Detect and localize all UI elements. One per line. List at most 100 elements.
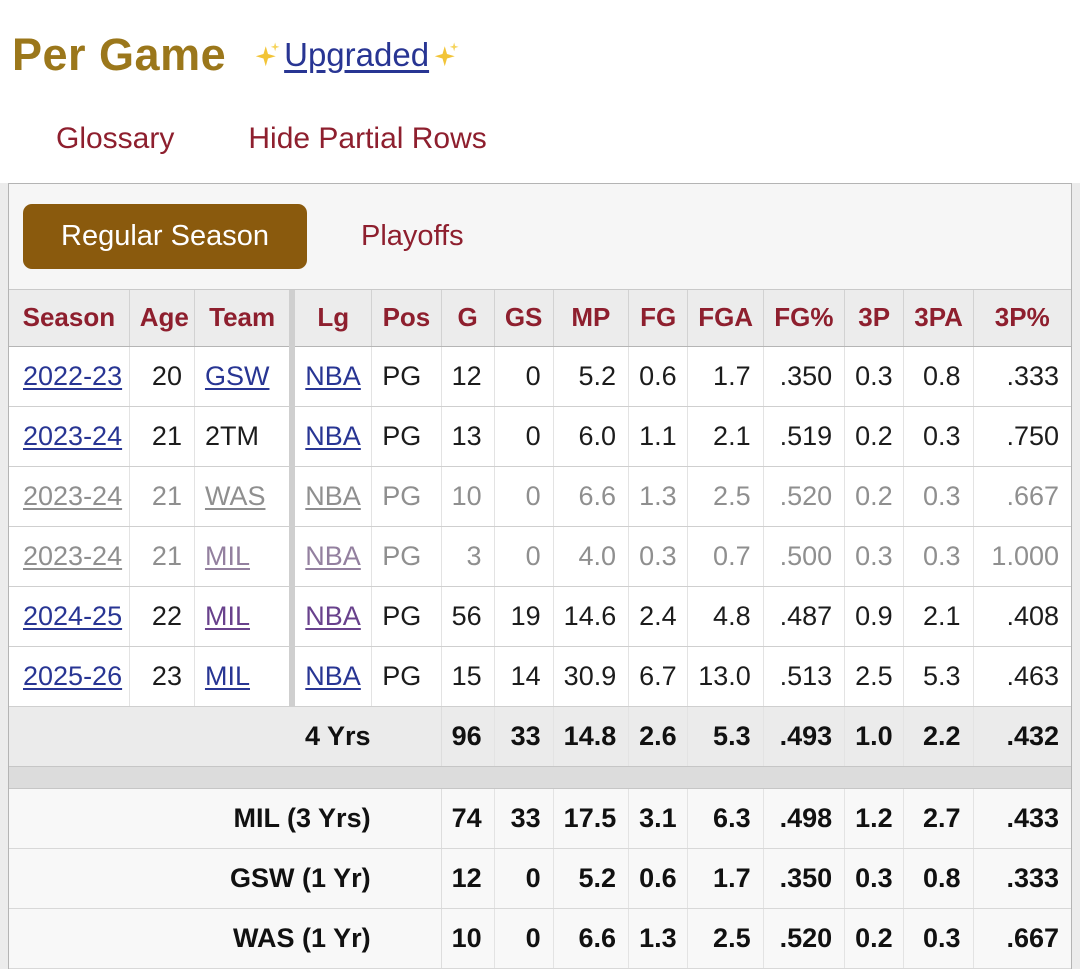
col-header-age[interactable]: Age bbox=[129, 289, 195, 347]
3p-cell: 0.2 bbox=[844, 466, 905, 527]
team-link[interactable]: GSW bbox=[204, 360, 270, 391]
games-started-cell: 0 bbox=[494, 406, 554, 467]
sparkle-icon bbox=[255, 42, 280, 67]
team-label: 2TM bbox=[204, 420, 259, 451]
tab-regular-season[interactable]: Regular Season bbox=[23, 204, 307, 269]
league-link[interactable]: NBA bbox=[305, 600, 361, 631]
minutes-cell: 6.6 bbox=[553, 908, 630, 969]
3p-pct-cell: .433 bbox=[973, 788, 1071, 850]
3pa-cell: 0.8 bbox=[903, 848, 974, 910]
col-header-team[interactable]: Team bbox=[194, 289, 293, 347]
team-cell: 2TM bbox=[194, 406, 293, 467]
games-cell: 10 bbox=[441, 908, 495, 969]
league-link[interactable]: NBA bbox=[305, 661, 361, 692]
team-link[interactable]: MIL bbox=[204, 540, 250, 571]
col-header-gs[interactable]: GS bbox=[494, 289, 554, 347]
games-started-cell: 0 bbox=[494, 908, 554, 969]
fga-cell: 2.1 bbox=[687, 406, 764, 467]
age-cell: 21 bbox=[129, 406, 195, 467]
league-link[interactable]: NBA bbox=[305, 360, 361, 391]
season-link[interactable]: 2024-25 bbox=[23, 600, 123, 631]
franchise-total-row: GSW (1 Yr) 12 0 5.2 0.6 1.7 .350 0.3 0.8… bbox=[9, 848, 1071, 910]
franchise-label: GSW (1 Yr) bbox=[9, 848, 442, 910]
col-header-fg-pct[interactable]: FG% bbox=[763, 289, 846, 347]
fg-pct-cell: .513 bbox=[763, 646, 846, 708]
season-link[interactable]: 2023-24 bbox=[23, 420, 123, 451]
col-header-mp[interactable]: MP bbox=[553, 289, 630, 347]
season-type-tabs: Regular Season Playoffs bbox=[9, 184, 1071, 290]
minutes-cell: 6.6 bbox=[553, 466, 630, 527]
col-header-season[interactable]: Season bbox=[9, 289, 130, 347]
league-link[interactable]: NBA bbox=[305, 480, 361, 511]
games-cell: 10 bbox=[441, 466, 495, 527]
minutes-cell: 6.0 bbox=[553, 406, 630, 467]
col-header-fga[interactable]: FGA bbox=[687, 289, 764, 347]
league-cell: NBA bbox=[289, 646, 373, 708]
tab-playoffs[interactable]: Playoffs bbox=[360, 220, 464, 253]
team-link[interactable]: WAS bbox=[204, 480, 266, 511]
league-link[interactable]: NBA bbox=[305, 540, 361, 571]
table-header-row: Season Age Team Lg Pos G GS MP FG FGA FG… bbox=[9, 289, 1071, 347]
3p-cell: 1.0 bbox=[844, 706, 905, 768]
3p-cell: 0.2 bbox=[844, 908, 905, 969]
position-cell: PG bbox=[371, 526, 442, 587]
sparkle-icon bbox=[434, 42, 459, 67]
col-header-3p-pct[interactable]: 3P% bbox=[973, 289, 1071, 347]
team-cell: GSW bbox=[194, 346, 293, 407]
fg-cell: 2.4 bbox=[628, 586, 689, 648]
career-summary-row: 4 Yrs 96 33 14.8 2.6 5.3 .493 1.0 2.2 .4… bbox=[9, 706, 1071, 768]
season-cell: 2023-24 bbox=[9, 526, 130, 587]
glossary-link[interactable]: Glossary bbox=[56, 122, 175, 156]
games-cell: 13 bbox=[441, 406, 495, 467]
upgraded-badge: Upgraded bbox=[252, 35, 461, 73]
fga-cell: 4.8 bbox=[687, 586, 764, 648]
season-link[interactable]: 2023-24 bbox=[23, 480, 123, 511]
franchise-total-row: MIL (3 Yrs) 74 33 17.5 3.1 6.3 .498 1.2 … bbox=[9, 788, 1071, 850]
3pa-cell: 5.3 bbox=[903, 646, 974, 708]
games-cell: 56 bbox=[441, 586, 495, 648]
col-header-pos[interactable]: Pos bbox=[371, 289, 442, 347]
games-started-cell: 0 bbox=[494, 526, 554, 587]
games-cell: 96 bbox=[441, 706, 495, 768]
games-started-cell: 14 bbox=[494, 646, 554, 708]
fg-pct-cell: .519 bbox=[763, 406, 846, 467]
season-link[interactable]: 2023-24 bbox=[23, 540, 123, 571]
col-header-fg[interactable]: FG bbox=[628, 289, 689, 347]
col-header-3p[interactable]: 3P bbox=[844, 289, 905, 347]
fg-cell: 3.1 bbox=[628, 788, 689, 850]
games-cell: 74 bbox=[441, 788, 495, 850]
games-cell: 15 bbox=[441, 646, 495, 708]
league-link[interactable]: NBA bbox=[305, 420, 361, 451]
franchise-label: MIL (3 Yrs) bbox=[9, 788, 442, 850]
age-cell: 22 bbox=[129, 586, 195, 648]
team-link[interactable]: MIL bbox=[204, 600, 250, 631]
games-cell: 3 bbox=[441, 526, 495, 587]
season-link[interactable]: 2025-26 bbox=[23, 661, 123, 692]
games-started-cell: 19 bbox=[494, 586, 554, 648]
3p-pct-cell: .463 bbox=[973, 646, 1071, 708]
col-header-g[interactable]: G bbox=[441, 289, 495, 347]
minutes-cell: 30.9 bbox=[553, 646, 630, 708]
3pa-cell: 2.1 bbox=[903, 586, 974, 648]
position-cell: PG bbox=[371, 646, 442, 708]
minutes-cell: 17.5 bbox=[553, 788, 630, 850]
position-cell: PG bbox=[371, 466, 442, 527]
3p-pct-cell: .333 bbox=[973, 346, 1071, 407]
3p-cell: 0.3 bbox=[844, 346, 905, 407]
fg-pct-cell: .350 bbox=[763, 848, 846, 910]
3p-pct-cell: .750 bbox=[973, 406, 1071, 467]
team-link[interactable]: MIL bbox=[204, 661, 250, 692]
col-header-lg[interactable]: Lg bbox=[289, 289, 373, 347]
fg-cell: 6.7 bbox=[628, 646, 689, 708]
fg-pct-cell: .520 bbox=[763, 908, 846, 969]
fg-pct-cell: .350 bbox=[763, 346, 846, 407]
fga-cell: 2.5 bbox=[687, 908, 764, 969]
hide-partial-rows-toggle[interactable]: Hide Partial Rows bbox=[248, 122, 487, 156]
3p-pct-cell: .408 bbox=[973, 586, 1071, 648]
games-cell: 12 bbox=[441, 346, 495, 407]
fg-pct-cell: .520 bbox=[763, 466, 846, 527]
franchise-label: WAS (1 Yr) bbox=[9, 908, 442, 969]
season-link[interactable]: 2022-23 bbox=[23, 360, 123, 391]
col-header-3pa[interactable]: 3PA bbox=[903, 289, 974, 347]
upgraded-link[interactable]: Upgraded bbox=[284, 35, 430, 73]
